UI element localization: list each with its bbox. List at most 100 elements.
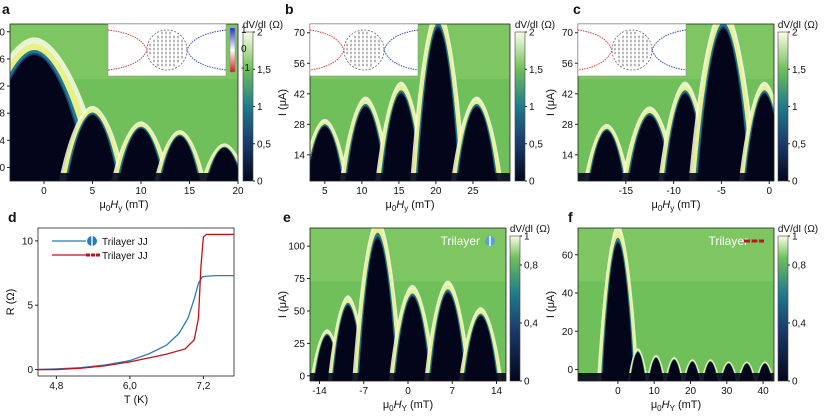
y-tick-label: 10 xyxy=(22,236,34,247)
lobe-1-layer-4 xyxy=(67,115,118,181)
y-tick-label: 56 xyxy=(294,59,306,70)
heatmap-floor xyxy=(10,173,238,181)
colorbar-label: dV/dI (Ω) xyxy=(778,224,818,235)
x-tick-label: 0 xyxy=(41,186,47,197)
lobe-4-layer-4 xyxy=(745,93,774,181)
x-tick-label: 10 xyxy=(356,186,368,197)
lobe-2-layer-4 xyxy=(382,93,421,181)
colorbar-tick-label: 0 xyxy=(792,377,798,388)
heatmap-area xyxy=(310,228,506,381)
panel-letter: e xyxy=(283,209,291,225)
colorbar xyxy=(514,31,526,182)
x-axis-label: μ0Hy (mT) xyxy=(651,199,700,213)
x-tick-label: 40 xyxy=(758,386,770,397)
inset-lead-left xyxy=(309,29,345,71)
colorbar-tick-label: 1 xyxy=(524,232,530,243)
y-axis-label: I (μA) xyxy=(545,291,557,318)
y-tick-label: 75 xyxy=(294,274,306,285)
y-tick-label: 60 xyxy=(562,250,574,261)
colorbar-tick-label: 1 xyxy=(529,102,535,113)
panel-letter: f xyxy=(568,209,573,225)
heatmap-floor xyxy=(310,373,506,381)
x-tick-label: 25 xyxy=(467,186,479,197)
inset-lead-right xyxy=(383,29,419,71)
x-tick-label: -15 xyxy=(619,186,634,197)
colorbar-tick-label: 0 xyxy=(792,177,798,188)
x-tick-label: 15 xyxy=(184,186,196,197)
panel-letter: d xyxy=(8,209,17,225)
inset-arrows xyxy=(346,31,380,67)
colorbar-tick-label: 1,5 xyxy=(257,65,271,76)
inset-scale-bar xyxy=(229,27,236,73)
colorbar-tick-label: 1,5 xyxy=(529,65,543,76)
x-tick-label: 5 xyxy=(322,186,328,197)
lobe-4-layer-4 xyxy=(207,148,238,181)
lobe-3-layer-4 xyxy=(417,28,459,181)
y-tick-label: 0 xyxy=(567,365,573,376)
lobe-4-layer-4 xyxy=(430,292,466,381)
x-tick-label: 0 xyxy=(615,386,621,397)
x-tick-label: 20 xyxy=(232,186,244,197)
x-axis-label-part: H xyxy=(662,199,670,211)
x-axis-label-part: 0 xyxy=(392,204,397,213)
inset-arrows xyxy=(614,31,648,67)
inset-scale-label: 1 xyxy=(241,25,247,36)
x-axis-label-part: H xyxy=(662,399,670,411)
x-axis-label-part: 0 xyxy=(389,404,394,413)
y-tick-label: 42 xyxy=(562,89,574,100)
y-tick-label: 5 xyxy=(27,301,33,312)
y-tick-label: 25 xyxy=(294,339,306,350)
legend-entry: Trilayer JJ xyxy=(102,237,148,248)
x-tick-label: -14 xyxy=(312,386,327,397)
colorbar-tick-label: 1 xyxy=(792,232,798,243)
x-axis-label: T (K) xyxy=(124,394,148,406)
x-tick-label: 20 xyxy=(430,186,442,197)
x-axis-label-part: (mT) xyxy=(675,399,701,411)
x-tick-label: 4,8 xyxy=(49,381,63,392)
x-tick-label: 0 xyxy=(766,186,772,197)
colorbar-tick-label: 1 xyxy=(792,102,798,113)
lobe-3-layer-4 xyxy=(160,136,199,181)
y-axis-label: R (Ω) xyxy=(5,289,17,316)
lobe-5-layer-4 xyxy=(464,316,497,381)
x-axis-label-part: 0 xyxy=(106,204,111,213)
legend-entry: Trilayer JJ xyxy=(102,251,148,262)
x-axis-label: μ0HY (mT) xyxy=(651,399,701,413)
panel-letter: b xyxy=(285,1,294,17)
x-axis-label-part: μ xyxy=(385,199,391,211)
heatmap-area xyxy=(578,24,774,181)
colorbar-tick-label: 0,4 xyxy=(524,319,538,330)
inset-scale-label: -1 xyxy=(241,63,250,74)
x-axis-label-part: H xyxy=(394,399,402,411)
y-tick-label: 56 xyxy=(562,59,574,70)
heatmap-area xyxy=(578,228,774,381)
panel-letter: a xyxy=(2,1,10,17)
x-tick-label: 5 xyxy=(90,186,96,197)
x-axis-label-part: Y xyxy=(402,404,408,413)
colorbar-tick-label: 0,8 xyxy=(524,261,538,272)
y-tick-label: 42 xyxy=(294,89,306,100)
heatmap-floor xyxy=(578,373,774,381)
colorbar xyxy=(509,235,521,382)
x-tick-label: -10 xyxy=(666,186,681,197)
heatmap-floor xyxy=(310,173,510,181)
inset-scale-label: 0 xyxy=(241,44,247,55)
colorbar-label: dV/dI (Ω) xyxy=(778,20,818,31)
colorbar-tick-label: 2 xyxy=(792,28,798,39)
x-tick-label: -5 xyxy=(717,186,726,197)
x-tick-label: 30 xyxy=(721,386,733,397)
inset-arrows xyxy=(149,31,183,67)
lobe-3-layer-4 xyxy=(394,296,430,381)
panel-d: 4,8 6,0 7,2 0 5 10 T (K) R (Ω) d Trilayer JJ Trila… xyxy=(5,209,235,406)
x-axis-label-part: y xyxy=(404,204,408,213)
panel-a: 0510152001428425670μ0Hy (mT)I (μA)00,511… xyxy=(0,1,283,213)
y-tick-label: 0 xyxy=(299,371,305,382)
colorbar-tick-label: 2 xyxy=(257,28,263,39)
heatmap-floor xyxy=(578,173,774,181)
x-axis-label-part: Y xyxy=(670,404,676,413)
y-axis-label: I (μA) xyxy=(545,89,557,116)
x-axis-label: μ0Hy (mT) xyxy=(99,199,148,213)
y-tick-label: 70 xyxy=(294,28,306,39)
